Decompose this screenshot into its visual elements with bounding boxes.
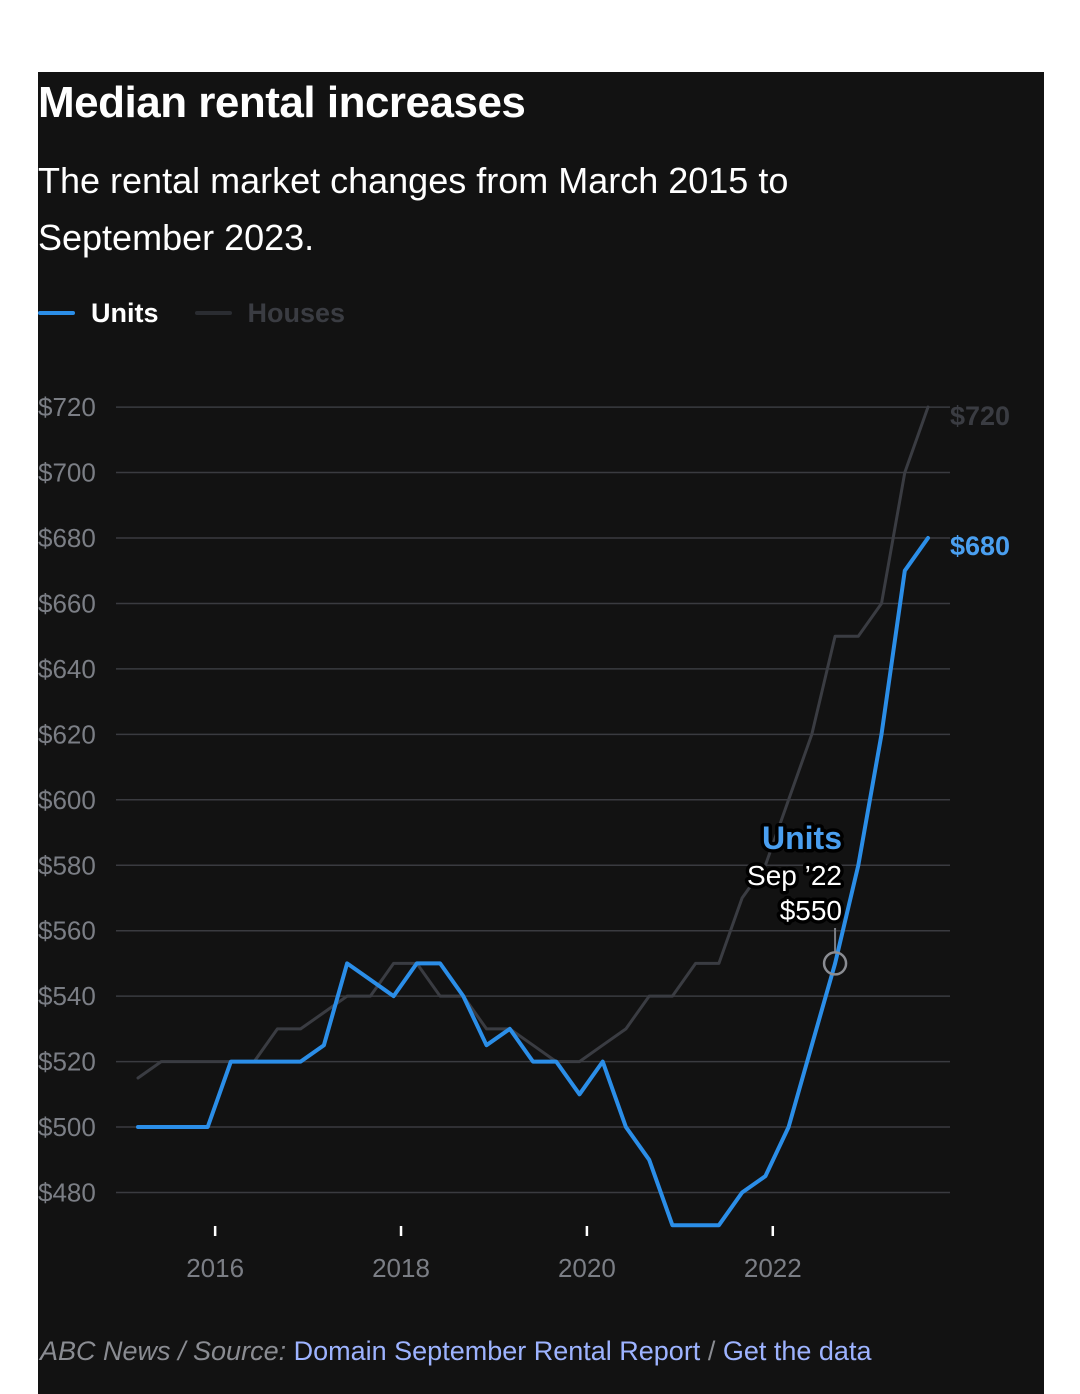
legend-item-houses[interactable]: Houses: [194, 297, 346, 329]
y-tick-label: $560: [38, 916, 96, 946]
y-tick-label: $520: [38, 1047, 96, 1077]
legend: Units Houses: [38, 296, 381, 330]
y-tick-label: $700: [38, 458, 96, 488]
y-tick-label: $680: [38, 523, 96, 553]
end-label-houses: $720: [950, 401, 1010, 431]
end-label-units: $680: [950, 531, 1010, 561]
x-tick-label: 2022: [744, 1253, 802, 1283]
y-tick-label: $500: [38, 1112, 96, 1142]
tooltip-date: Sep ’22: [747, 860, 842, 891]
tooltip-marker: [822, 951, 848, 976]
series-line-units[interactable]: [136, 536, 930, 1228]
chart-panel: [38, 72, 1044, 1394]
y-tick-label: $600: [38, 785, 96, 815]
footer-separator: /: [707, 1336, 716, 1366]
x-tick-label: 2020: [558, 1253, 616, 1283]
legend-item-units[interactable]: Units: [38, 298, 159, 329]
legend-label-houses: Houses: [247, 297, 346, 328]
chart-subtitle: The rental market changes from March 201…: [38, 160, 789, 258]
legend-label-units: Units: [91, 297, 159, 328]
x-tick-label: 2016: [186, 1253, 244, 1283]
y-tick-label: $620: [38, 719, 96, 749]
source-link[interactable]: Domain September Rental Report: [293, 1336, 701, 1366]
legend-swatch-houses: [194, 311, 232, 315]
footer: ABC News / Source: Domain September Rent…: [40, 1336, 871, 1367]
series-line-houses[interactable]: [136, 405, 930, 1080]
gridlines: [116, 406, 950, 1194]
tooltip-series-label: Units: [762, 820, 842, 856]
tooltip-value: $550: [780, 895, 842, 926]
y-tick-label: $480: [38, 1178, 96, 1208]
chart-title: Median rental increases: [38, 78, 526, 127]
series-lines: [136, 405, 930, 1228]
y-tick-label: $660: [38, 588, 96, 618]
y-tick-label: $540: [38, 981, 96, 1011]
x-tick-label: 2018: [372, 1253, 430, 1283]
y-tick-label: $580: [38, 850, 96, 880]
y-tick-label: $720: [38, 392, 96, 422]
y-axis-labels: $480 $500 $520 $540 $560 $580 $600 $620 $640 $660…: [38, 392, 96, 1207]
x-axis: 2016 2018 2020 2022: [186, 1226, 802, 1283]
y-tick-label: $640: [38, 654, 96, 684]
legend-swatch-units: [38, 311, 75, 315]
get-the-data-link[interactable]: Get the data: [722, 1336, 872, 1366]
footer-source-prefix: ABC News / Source:: [40, 1336, 287, 1366]
tooltip: Units Sep ’22 $550: [744, 817, 848, 976]
